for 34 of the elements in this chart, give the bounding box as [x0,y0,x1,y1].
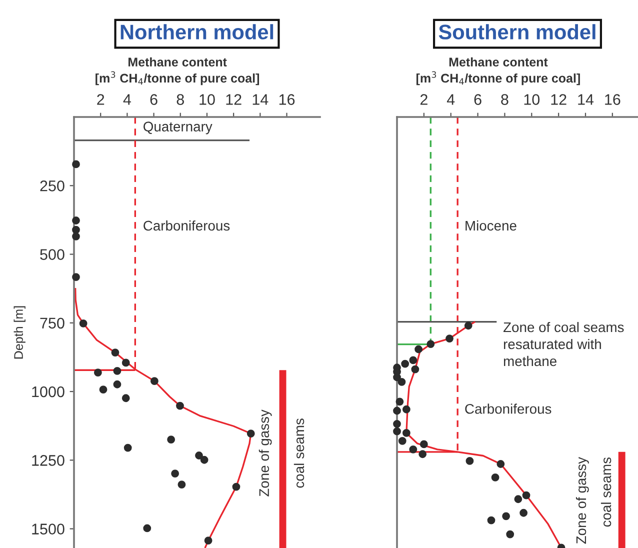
x-tick-label: 14 [252,94,268,105]
x-tick-label: 2 [97,94,104,105]
x-tick-label: 12 [551,94,566,105]
y-tick-label: 750 [40,318,64,329]
annotation: Miocene [466,220,516,231]
x-tick-label: 10 [200,94,215,105]
x-tick-label: 12 [226,94,242,105]
x-tick-label: 2 [420,94,428,105]
annotation: Carboniferous [465,404,552,414]
x-tick-label: 14 [578,94,594,105]
chart-title: Southern model [438,24,596,40]
x-tick-label: 8 [176,94,184,105]
annotation: Zone of gassy coal seams [576,456,612,544]
x-tick-label: 10 [524,94,540,105]
x-tick-label: 4 [446,94,455,105]
annotation: Quaternary [144,122,212,134]
annotation: Zone of coal seams resaturated with methane [503,322,624,366]
x-tick-label: 16 [605,94,620,105]
y-tick-label: 1500 [32,524,64,534]
annotation: Carboniferous [144,220,230,231]
y-tick-label: 1250 [32,455,64,466]
y-tick-label: 500 [40,249,64,260]
x-tick-label: 8 [501,94,508,105]
x-tick-label: 6 [474,94,482,105]
chart-title: Northern model [120,24,274,40]
y-axis-title: Depth [m] [14,306,26,359]
x-tick-label: 16 [279,94,295,105]
text: Methane content [m$^{3}$ CH$_{4}$/tonne of pure coal] [96,57,260,86]
text: Zone of gassy coal seams [258,410,304,496]
y-tick-label: 1000 [32,386,64,398]
x-tick-label: 6 [150,94,158,105]
text: Methane content [m$^{3}$ CH$_{4}$/tonne of pure coal] [416,57,580,86]
x-tick-label: 4 [123,94,131,105]
y-tick-label: 250 [40,180,64,192]
